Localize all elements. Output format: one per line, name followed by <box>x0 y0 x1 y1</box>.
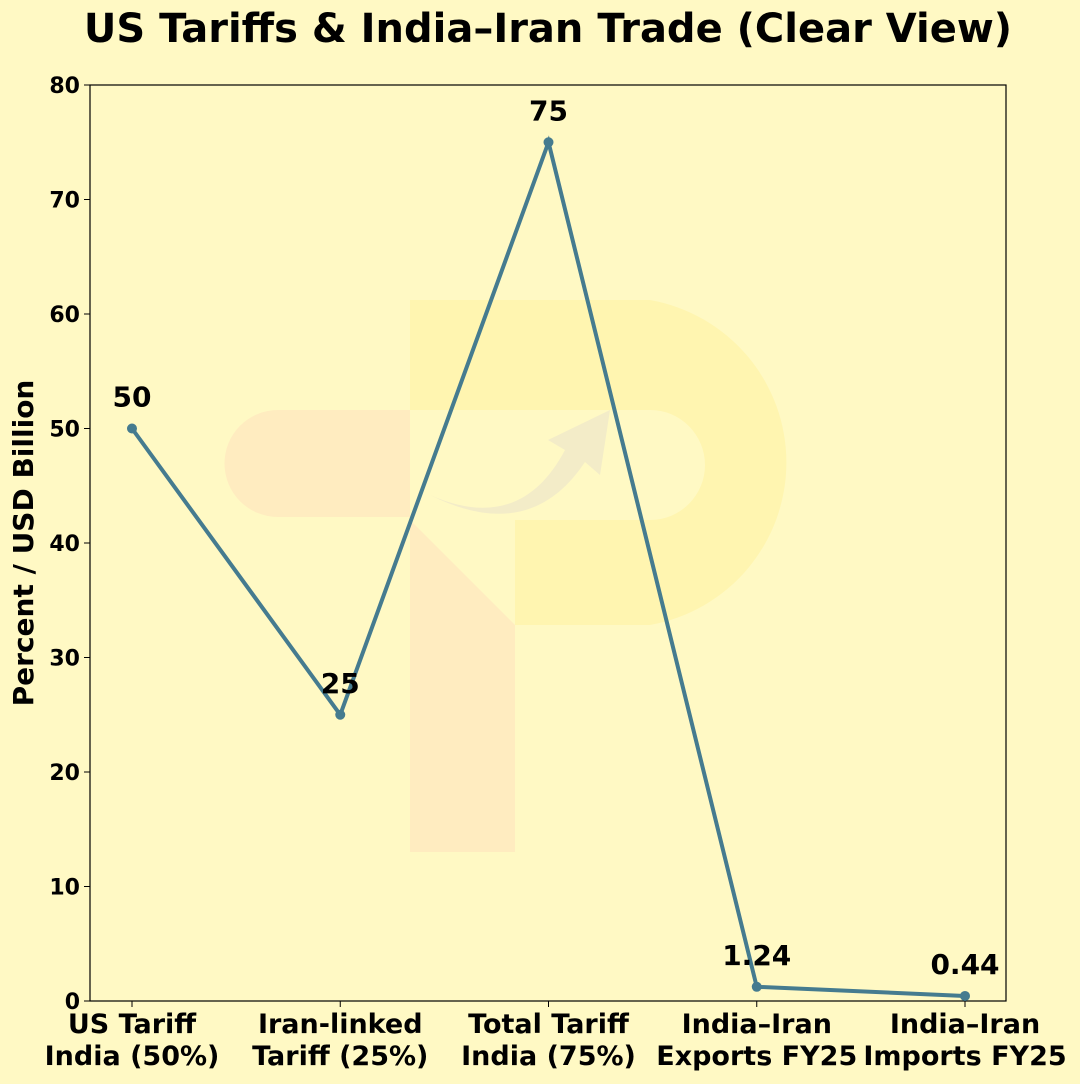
data-label: 25 <box>321 667 360 700</box>
data-point <box>335 709 346 720</box>
x-tick-label: US Tariff India (50%) <box>45 1009 220 1072</box>
x-tick-label: Total Tariff India (75%) <box>461 1009 636 1072</box>
x-tick-label: Iran-linked Tariff (25%) <box>252 1009 428 1072</box>
y-tick-label: 30 <box>49 647 80 672</box>
chart-title: US Tariffs & India–Iran Trade (Clear Vie… <box>84 6 1012 52</box>
y-tick-label: 10 <box>49 876 80 901</box>
data-point <box>751 981 762 992</box>
y-tick-label: 20 <box>49 761 80 786</box>
data-point <box>127 423 137 434</box>
x-tick-label: India–Iran Exports FY25 <box>656 1009 857 1072</box>
data-label: 50 <box>113 381 152 414</box>
data-label: 75 <box>529 94 568 127</box>
y-tick-label: 50 <box>49 418 80 443</box>
data-label: 1.24 <box>722 939 791 972</box>
watermark-logo <box>224 300 787 852</box>
y-tick-label: 40 <box>49 532 80 557</box>
y-tick-label: 0 <box>65 990 80 1015</box>
y-tick-label: 70 <box>49 189 80 214</box>
data-point <box>960 990 970 1001</box>
y-tick-label: 80 <box>49 74 80 99</box>
data-point <box>543 137 554 148</box>
data-label: 0.44 <box>930 948 999 981</box>
y-axis-label: Percent / USD Billion <box>7 380 40 707</box>
y-tick-label: 60 <box>49 303 80 328</box>
x-tick-label: India–Iran Imports FY25 <box>863 1009 1066 1072</box>
